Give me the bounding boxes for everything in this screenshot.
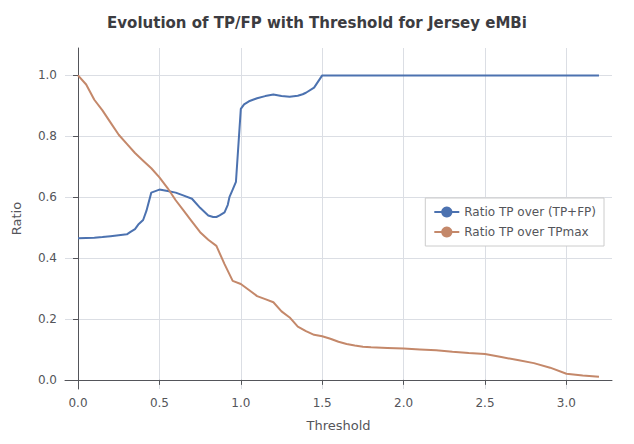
- svg-text:0.2: 0.2: [38, 312, 57, 326]
- svg-text:0.4: 0.4: [38, 251, 57, 265]
- svg-text:Ratio: Ratio: [9, 202, 24, 235]
- svg-text:0.8: 0.8: [38, 129, 57, 143]
- svg-text:Evolution of TP/FP with Thresh: Evolution of TP/FP with Threshold for Je…: [107, 14, 527, 32]
- svg-text:2.5: 2.5: [475, 396, 494, 410]
- svg-text:Ratio TP over (TP+FP): Ratio TP over (TP+FP): [464, 205, 596, 219]
- svg-text:0.5: 0.5: [150, 396, 169, 410]
- svg-text:2.0: 2.0: [394, 396, 413, 410]
- svg-text:1.5: 1.5: [313, 396, 332, 410]
- svg-text:Ratio TP over TPmax: Ratio TP over TPmax: [464, 225, 588, 239]
- svg-text:0.0: 0.0: [38, 373, 57, 387]
- svg-text:0.6: 0.6: [38, 190, 57, 204]
- svg-text:1.0: 1.0: [38, 68, 57, 82]
- svg-text:0.0: 0.0: [68, 396, 87, 410]
- svg-text:3.0: 3.0: [557, 396, 576, 410]
- svg-text:1.0: 1.0: [231, 396, 250, 410]
- svg-text:Threshold: Threshold: [305, 418, 370, 433]
